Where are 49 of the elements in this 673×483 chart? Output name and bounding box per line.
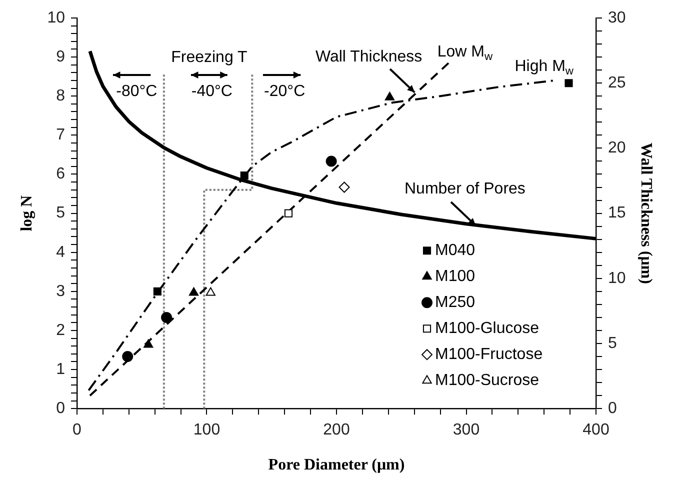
y2-tick-label: 15 [608, 204, 626, 222]
y-tick-label: 9 [56, 48, 66, 66]
point [284, 209, 293, 218]
point [144, 339, 154, 348]
legend-label: M250 [435, 294, 476, 312]
legend-label: M040 [435, 242, 476, 260]
y-tick-label: 1 [56, 360, 66, 378]
y-tick-label: 4 [56, 244, 66, 261]
annotation: Number of Pores [404, 180, 526, 198]
annotation: -20°C [264, 82, 306, 100]
annotation: Freezing T [171, 49, 248, 66]
y2-tick-label: 30 [608, 9, 626, 26]
point [161, 312, 172, 323]
legend-label: M100-Fructose [435, 346, 543, 364]
annotation: Wall Thickness [315, 48, 422, 66]
y2-tick-label: 20 [608, 140, 626, 157]
y-tick-label: 10 [47, 9, 66, 26]
y-tick-label: 0 [56, 400, 66, 418]
legend-label: M100-Glucose [435, 320, 540, 338]
y2-tick-label: 0 [608, 400, 618, 418]
point [564, 79, 573, 88]
point [326, 156, 337, 167]
y2-axis-title: Wall Thickness (μm) [637, 142, 654, 284]
point [338, 182, 350, 193]
point [240, 172, 248, 180]
y-tick-label: 8 [56, 88, 66, 105]
x-tick-label: 100 [193, 422, 220, 439]
y-tick-label: 3 [56, 282, 66, 300]
x-tick-label: 300 [452, 422, 480, 439]
x-tick-label: 400 [582, 422, 610, 439]
point [206, 287, 216, 296]
y-axis-title: log N [18, 194, 36, 232]
y2-tick-label: 5 [608, 334, 618, 352]
point [188, 287, 199, 296]
point [122, 351, 134, 362]
x-tick-label: 0 [72, 422, 82, 439]
annotation: -40°C [191, 82, 232, 100]
x-axis-title: Pore Diameter (μm) [268, 456, 405, 474]
y-tick-label: 7 [56, 126, 66, 144]
annotation: -80°C [116, 82, 158, 100]
legend-label: M100 [435, 268, 476, 286]
y-tick-label: 6 [56, 166, 66, 183]
legend-label: M100-Sucrose [435, 372, 540, 390]
point [153, 287, 162, 296]
y2-tick-label: 25 [608, 74, 626, 92]
y-tick-label: 2 [56, 322, 66, 339]
y2-tick-label: 10 [608, 270, 626, 287]
x-tick-label: 200 [323, 422, 350, 439]
y-tick-label: 5 [56, 204, 66, 222]
